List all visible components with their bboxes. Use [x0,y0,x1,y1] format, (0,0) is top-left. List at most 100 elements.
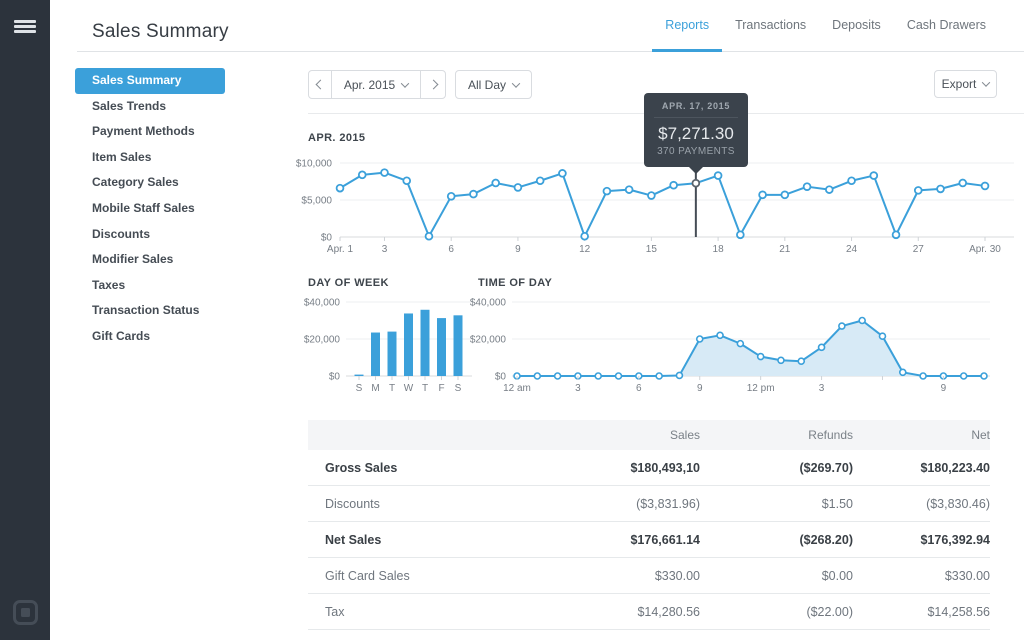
sidebar-item-taxes[interactable]: Taxes [92,277,126,292]
sidebar-item-modifier-sales[interactable]: Modifier Sales [92,252,174,267]
data-point-hour-11[interactable] [736,339,745,348]
data-point-day-10[interactable] [535,176,545,186]
data-point-day-19[interactable] [736,230,745,240]
data-point-hour-18[interactable] [878,332,887,341]
sidebar-item-item-sales[interactable]: Item Sales [92,149,152,164]
sidebar-item-payment-methods[interactable]: Payment Methods [92,124,195,139]
sidebar-item-discounts[interactable]: Discounts [92,226,151,241]
data-point-hour-23[interactable] [980,372,988,380]
tab-cash-drawers[interactable]: Cash Drawers [906,17,986,32]
data-point-day-18[interactable] [713,171,723,180]
sidebar-item-sales-summary[interactable]: Sales Summary [75,68,225,94]
data-point-day-16[interactable] [669,180,678,190]
data-point-day-25[interactable] [869,171,879,180]
data-point-day-4[interactable] [402,176,412,186]
data-point-hour-15[interactable] [817,343,826,352]
data-point-hour-2[interactable] [553,372,562,380]
sidebar-item-mobile-staff-sales[interactable]: Mobile Staff Sales [92,200,195,215]
bar-3-w[interactable] [404,313,413,376]
bar-1-m[interactable] [371,332,380,376]
data-point-hour-20[interactable] [919,372,927,380]
cell-net: $176,392.94 [920,532,990,547]
data-point-day-13[interactable] [602,186,612,196]
data-point-day-1[interactable] [335,183,345,193]
bar-5-f[interactable] [437,318,446,376]
day-filter-dropdown[interactable]: All Day [455,70,532,99]
data-point-hour-7[interactable] [655,372,663,380]
sidebar-item-sales-trends[interactable]: Sales Trends [92,98,167,113]
data-point-hour-12[interactable] [756,352,765,361]
april-sales-line-chart[interactable]: $0 $5,000 $10,000 Apr. 1 3 6 9 12 15 18 21 24 27 Apr.… [270,150,1014,265]
data-point-day-24[interactable] [847,176,856,186]
data-point-hour-4[interactable] [594,372,603,380]
data-point-day-2[interactable] [357,170,367,180]
data-point-day-3[interactable] [380,168,389,177]
date-range-dropdown[interactable]: Apr. 2015 [332,71,421,98]
tab-reports[interactable]: Reports [652,0,723,52]
x-tick-label: 12 am [503,383,531,394]
chevron-left-icon [315,79,325,90]
sidebar-item-transaction-status[interactable]: Transaction Status [92,303,200,318]
data-point-day-6[interactable] [446,191,456,201]
data-point-day-15[interactable] [647,191,656,200]
hamburger-menu-icon[interactable] [14,20,36,36]
y-tick-label: $0 [495,372,507,383]
chevron-down-icon [511,78,521,88]
data-point-day-30[interactable] [980,181,990,191]
data-point-day-26[interactable] [891,230,901,240]
prev-month-button[interactable] [309,71,332,98]
cell-refunds: ($269.70) [799,460,853,475]
data-point-hour-8[interactable] [675,371,684,380]
data-point-hour-17[interactable] [858,316,866,325]
x-tick-label: 9 [515,244,521,255]
sidebar-item-gift-cards[interactable]: Gift Cards [92,328,151,343]
column-header-refunds: Refunds [808,428,853,442]
bar-2-t[interactable] [387,331,397,376]
header-divider [77,51,1024,52]
x-tick-label: T [389,383,395,394]
data-point-hour-19[interactable] [898,368,907,377]
data-point-day-22[interactable] [802,182,812,191]
column-header-net: Net [971,428,990,442]
data-point-hour-13[interactable] [777,356,785,365]
data-point-hour-9[interactable] [695,335,704,343]
data-point-day-17[interactable] [691,178,701,188]
data-point-day-8[interactable] [491,178,500,188]
day-filter-label: All Day [467,77,506,92]
bar-6-s[interactable] [453,315,463,376]
data-point-day-14[interactable] [624,185,634,194]
data-point-day-27[interactable] [913,186,923,195]
data-point-day-29[interactable] [958,178,968,188]
tab-transactions[interactable]: Transactions [735,17,807,32]
data-point-day-7[interactable] [469,189,478,199]
next-month-button[interactable] [421,71,445,98]
data-point-day-23[interactable] [825,185,834,194]
data-point-hour-22[interactable] [959,372,968,380]
data-point-day-11[interactable] [558,169,567,178]
square-logo-icon[interactable] [13,600,38,625]
bar-0-s[interactable] [354,374,364,376]
data-point-day-5[interactable] [424,231,434,241]
sidebar-item-category-sales[interactable]: Category Sales [92,175,179,190]
table-row-gift-card-sales: Gift Card Sales $330.00 $0.00 $330.00 [308,558,990,594]
export-dropdown[interactable]: Export [934,70,997,98]
data-point-hour-5[interactable] [614,372,623,380]
table-row-gross-sales: Gross Sales $180,493,10 ($269.70) $180,223.… [308,450,990,486]
report-sidebar: Sales Summary Sales Trends Payment Methods… [75,68,225,350]
x-tick-label: T [422,383,428,394]
data-point-day-21[interactable] [780,190,790,200]
bar-4-t[interactable] [420,309,430,376]
data-point-day-20[interactable] [758,190,767,200]
row-label: Gross Sales [325,460,398,475]
data-point-hour-10[interactable] [716,331,724,340]
data-point-day-9[interactable] [513,183,523,192]
data-point-hour-16[interactable] [838,322,846,330]
data-point-hour-1[interactable] [533,372,542,380]
data-point-day-28[interactable] [936,184,945,194]
x-tick-label: 3 [382,244,388,255]
data-point-hour-14[interactable] [797,357,806,365]
tab-deposits[interactable]: Deposits [832,17,881,32]
time-of-day-area-chart[interactable]: $0 $20,000 $40,000 12 am 3 6 9 12 pm 3 9 [458,292,998,402]
data-point-day-12[interactable] [580,231,589,241]
